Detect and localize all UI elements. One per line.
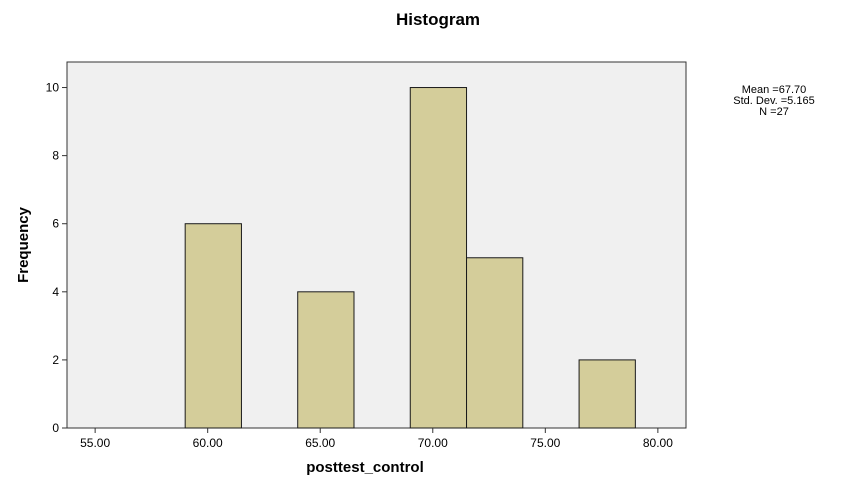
stat-mean: Mean =67.70 bbox=[742, 84, 807, 96]
x-tick-label: 65.00 bbox=[305, 436, 335, 450]
x-axis-title: posttest_control bbox=[306, 459, 424, 476]
y-tick-label: 2 bbox=[52, 353, 59, 367]
y-tick-label: 0 bbox=[52, 421, 59, 435]
y-axis-title: Frequency bbox=[15, 206, 32, 283]
histogram-bar-1 bbox=[297, 291, 355, 429]
x-tick-label: 75.00 bbox=[530, 436, 560, 450]
x-tick-label: 70.00 bbox=[418, 436, 448, 450]
bars-group bbox=[184, 87, 636, 429]
y-tick-label: 10 bbox=[46, 81, 60, 95]
x-tick-label: 55.00 bbox=[80, 436, 110, 450]
histogram-bar-3 bbox=[466, 257, 524, 429]
x-axis: 55.00 60.00 65.00 70.00 75.00 80.00 bbox=[80, 428, 673, 450]
histogram-bar-4 bbox=[578, 359, 636, 429]
y-axis: 0 2 4 6 8 10 bbox=[46, 81, 67, 435]
y-tick-label: 6 bbox=[52, 217, 59, 231]
histogram-bar-0 bbox=[184, 223, 242, 429]
y-tick-label: 4 bbox=[52, 285, 59, 299]
histogram-bar-2 bbox=[409, 87, 468, 429]
x-tick-label: 60.00 bbox=[193, 436, 223, 450]
y-tick-label: 8 bbox=[52, 149, 59, 163]
stat-std-dev: Std. Dev. =5.165 bbox=[733, 95, 814, 107]
x-tick-label: 80.00 bbox=[643, 436, 673, 450]
chart-title: Histogram bbox=[396, 10, 480, 29]
stat-n: N =27 bbox=[759, 106, 789, 118]
stats-box: Mean =67.70 Std. Dev. =5.165 N =27 bbox=[733, 84, 814, 118]
